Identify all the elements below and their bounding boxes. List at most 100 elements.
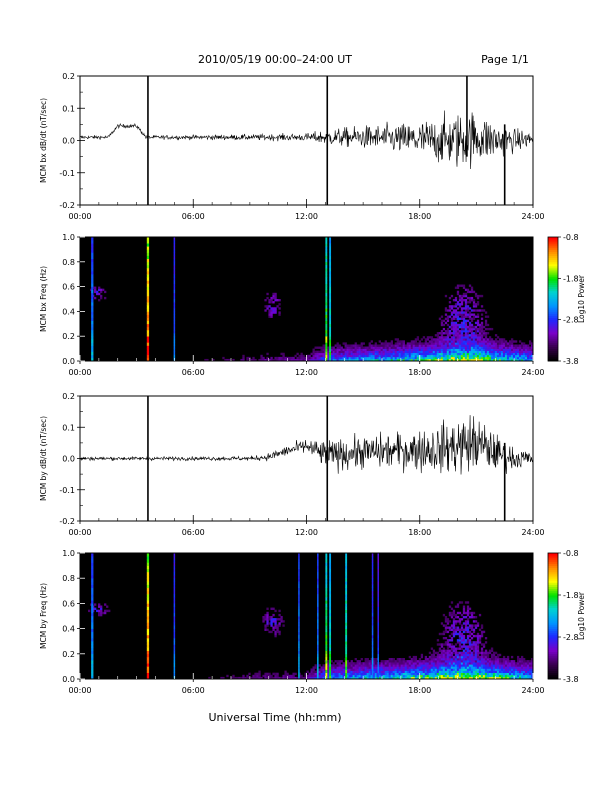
spectrogram-cell: [486, 672, 490, 676]
spectral-line-segment: [173, 295, 176, 300]
spectrogram-cell: [356, 354, 359, 358]
spectral-line-segment: [329, 308, 332, 312]
spectral-line-segment: [325, 292, 328, 297]
spectrogram-cell: [362, 664, 365, 667]
spectrogram-cell: [484, 668, 488, 671]
spectrogram-cell: [486, 323, 490, 327]
spectrogram-cell: [480, 356, 484, 360]
spectrogram-cell: [514, 664, 518, 667]
spectral-line-segment: [377, 660, 379, 664]
spectrogram-cell: [448, 664, 452, 667]
spectrogram-cell: [342, 668, 345, 671]
spectrogram-cell: [384, 672, 387, 676]
spectrogram-cell: [500, 358, 504, 362]
spectral-line-segment: [377, 606, 379, 610]
spectrogram-cell: [458, 354, 462, 358]
spectrogram-cell: [476, 346, 480, 349]
spectrogram-cell: [404, 672, 408, 676]
spectrogram-cell: [466, 651, 470, 655]
spectrogram-cell: [472, 666, 476, 669]
spectral-line-segment: [329, 653, 332, 658]
spectrogram-cell: [446, 649, 450, 652]
spectral-line-segment: [345, 587, 348, 592]
spectrogram-cell: [446, 356, 450, 360]
colorbar-segment: [548, 666, 558, 669]
spectral-line-segment: [371, 650, 374, 655]
spectrogram-cell: [462, 286, 466, 289]
spectral-line-segment: [329, 261, 332, 266]
spectral-line-segment: [371, 653, 374, 658]
spectral-line-segment: [329, 568, 332, 573]
spectrogram-cell: [396, 358, 399, 362]
spectrogram-cell: [482, 344, 486, 347]
spectrogram-cell: [100, 294, 103, 298]
spectrogram-cell: [406, 358, 410, 362]
spectral-line-segment: [91, 641, 94, 645]
spectrogram-cell: [438, 352, 442, 356]
spectral-line-segment: [173, 348, 176, 352]
colorbar-segment: [548, 603, 558, 606]
spectrogram-cell: [320, 666, 323, 669]
spectrogram-cell: [268, 618, 271, 621]
spectrogram-cell: [368, 664, 371, 667]
spectrogram-cell: [470, 352, 474, 356]
spectrogram-cell: [462, 325, 466, 329]
spectrogram-cell: [264, 358, 267, 362]
colorbar-segment: [548, 630, 558, 634]
x-axis: 00:00 06:00 12:00 18:00 24:00: [68, 355, 545, 377]
spectrogram-cell: [442, 358, 446, 362]
spectral-line-segment: [345, 628, 348, 633]
spectrogram-cell: [440, 315, 444, 318]
spectrogram-cell: [466, 288, 470, 292]
spectrogram-cell: [232, 358, 235, 362]
spectrogram-cell: [476, 639, 480, 642]
spectrogram-cell: [400, 358, 404, 362]
spectrogram-cell: [444, 336, 448, 339]
spectral-line-segment: [298, 565, 300, 570]
spectrogram-cell: [400, 668, 404, 671]
colorbar-segment: [548, 676, 558, 680]
spectrogram-cell: [450, 664, 454, 667]
spectrogram-cell: [464, 340, 468, 343]
spectrogram-cell: [304, 674, 307, 678]
spectrogram-cell: [482, 348, 486, 351]
spectrogram-cell: [452, 317, 456, 320]
colorbar-segment: [548, 588, 558, 592]
spectrogram-cell: [494, 348, 498, 351]
spectral-line-segment: [173, 277, 176, 281]
spectrogram-cell: [456, 303, 460, 306]
spectral-line-segment: [329, 354, 332, 359]
spectrogram-cell: [454, 670, 458, 673]
spectrogram-cell: [474, 616, 478, 619]
spectrogram-cell: [438, 348, 442, 351]
spectrogram-cell: [398, 660, 401, 663]
spectral-line-segment: [173, 587, 176, 592]
spectrogram-cell: [392, 348, 395, 351]
spectrogram-cell: [442, 643, 446, 646]
spectrogram-cell: [488, 336, 492, 339]
spectrogram-cell: [480, 321, 484, 325]
spectrogram-cell: [338, 662, 341, 665]
spectrogram-cell: [334, 660, 337, 663]
spectrogram-cell: [512, 340, 516, 343]
spectrogram-cell: [446, 668, 450, 671]
spectrogram-cell: [264, 309, 267, 312]
spectrogram-cell: [450, 317, 454, 320]
spectrogram-cell: [476, 653, 480, 657]
spectrogram-cell: [438, 660, 442, 663]
spectrogram-cell: [454, 305, 458, 308]
spectrogram-cell: [528, 356, 532, 360]
spectral-line-segment: [91, 609, 94, 614]
spectrogram-cell: [222, 676, 225, 680]
spectrogram-cell: [490, 647, 494, 650]
spectral-line-segment: [146, 590, 150, 595]
spectrogram-cell: [274, 309, 277, 312]
spectrogram-cell: [500, 676, 504, 680]
spectrogram-cell: [352, 354, 355, 358]
spectral-line-segment: [91, 246, 94, 250]
spectrogram-cell: [504, 666, 508, 669]
spectrogram-cell: [312, 666, 315, 669]
spectrogram-cell: [276, 628, 279, 631]
spectrogram-cell: [398, 658, 401, 661]
spectrogram-cell: [302, 676, 305, 680]
